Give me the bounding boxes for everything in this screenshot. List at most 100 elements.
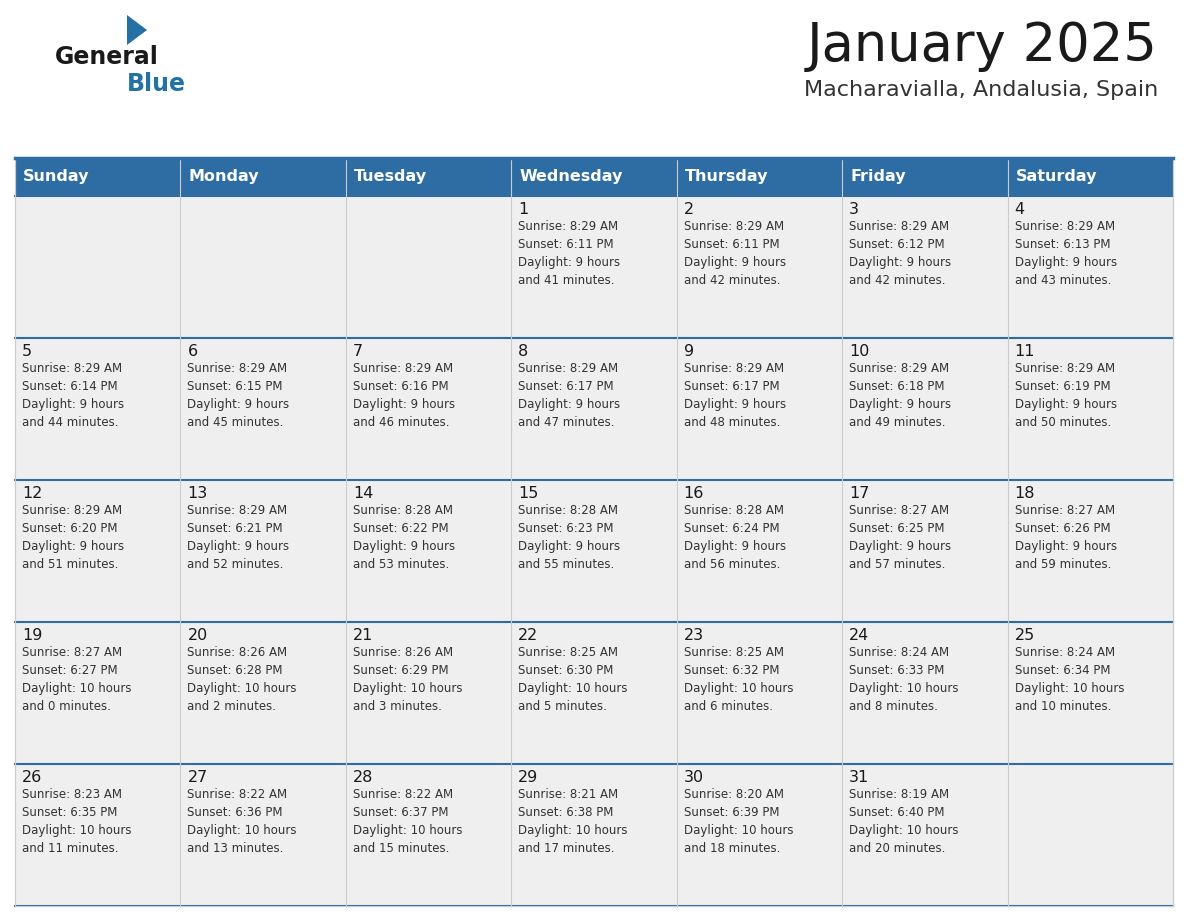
Bar [842, 338, 1007, 480]
Text: Sunrise: 8:25 AM
Sunset: 6:30 PM
Daylight: 10 hours
and 5 minutes.: Sunrise: 8:25 AM Sunset: 6:30 PM Dayligh… [518, 646, 627, 713]
Text: Sunrise: 8:28 AM
Sunset: 6:22 PM
Daylight: 9 hours
and 53 minutes.: Sunrise: 8:28 AM Sunset: 6:22 PM Dayligh… [353, 504, 455, 571]
Bar [1007, 338, 1173, 480]
Text: 4: 4 [1015, 202, 1025, 217]
Bar [677, 338, 842, 480]
Text: Sunrise: 8:28 AM
Sunset: 6:24 PM
Daylight: 9 hours
and 56 minutes.: Sunrise: 8:28 AM Sunset: 6:24 PM Dayligh… [684, 504, 785, 571]
Bar [1007, 480, 1173, 622]
Bar [677, 196, 842, 338]
Bar [181, 764, 346, 906]
Text: Sunrise: 8:21 AM
Sunset: 6:38 PM
Daylight: 10 hours
and 17 minutes.: Sunrise: 8:21 AM Sunset: 6:38 PM Dayligh… [518, 788, 627, 855]
Text: 24: 24 [849, 628, 870, 643]
Bar [677, 764, 842, 906]
Bar [842, 764, 1007, 906]
Text: Sunrise: 8:24 AM
Sunset: 6:34 PM
Daylight: 10 hours
and 10 minutes.: Sunrise: 8:24 AM Sunset: 6:34 PM Dayligh… [1015, 646, 1124, 713]
Text: Sunrise: 8:26 AM
Sunset: 6:29 PM
Daylight: 10 hours
and 3 minutes.: Sunrise: 8:26 AM Sunset: 6:29 PM Dayligh… [353, 646, 462, 713]
Text: 13: 13 [188, 486, 208, 501]
Bar [1007, 196, 1173, 338]
Bar [1007, 764, 1173, 906]
Bar [15, 196, 181, 338]
Text: 19: 19 [23, 628, 43, 643]
Text: Sunrise: 8:29 AM
Sunset: 6:16 PM
Daylight: 9 hours
and 46 minutes.: Sunrise: 8:29 AM Sunset: 6:16 PM Dayligh… [353, 362, 455, 429]
Polygon shape [127, 15, 147, 45]
Bar [15, 480, 181, 622]
Bar [181, 622, 346, 764]
Bar [1007, 622, 1173, 764]
Bar [511, 338, 677, 480]
Bar [842, 480, 1007, 622]
Text: Monday: Monday [189, 170, 259, 185]
Bar [346, 196, 511, 338]
Text: Sunrise: 8:19 AM
Sunset: 6:40 PM
Daylight: 10 hours
and 20 minutes.: Sunrise: 8:19 AM Sunset: 6:40 PM Dayligh… [849, 788, 959, 855]
Text: 14: 14 [353, 486, 373, 501]
Bar [511, 622, 677, 764]
Text: Macharavialla, Andalusia, Spain: Macharavialla, Andalusia, Spain [804, 80, 1158, 100]
Bar [677, 622, 842, 764]
Text: 2: 2 [684, 202, 694, 217]
Bar [677, 480, 842, 622]
Text: Sunrise: 8:24 AM
Sunset: 6:33 PM
Daylight: 10 hours
and 8 minutes.: Sunrise: 8:24 AM Sunset: 6:33 PM Dayligh… [849, 646, 959, 713]
Bar [511, 480, 677, 622]
Text: Sunrise: 8:29 AM
Sunset: 6:21 PM
Daylight: 9 hours
and 52 minutes.: Sunrise: 8:29 AM Sunset: 6:21 PM Dayligh… [188, 504, 290, 571]
Bar [181, 196, 346, 338]
Text: General: General [55, 45, 159, 69]
Text: January 2025: January 2025 [807, 20, 1158, 72]
Text: Sunrise: 8:22 AM
Sunset: 6:36 PM
Daylight: 10 hours
and 13 minutes.: Sunrise: 8:22 AM Sunset: 6:36 PM Dayligh… [188, 788, 297, 855]
Text: 26: 26 [23, 770, 43, 785]
Text: 12: 12 [23, 486, 43, 501]
Bar [15, 764, 181, 906]
Text: Sunrise: 8:22 AM
Sunset: 6:37 PM
Daylight: 10 hours
and 15 minutes.: Sunrise: 8:22 AM Sunset: 6:37 PM Dayligh… [353, 788, 462, 855]
Text: 7: 7 [353, 344, 364, 359]
Bar [346, 338, 511, 480]
Text: Sunrise: 8:27 AM
Sunset: 6:26 PM
Daylight: 9 hours
and 59 minutes.: Sunrise: 8:27 AM Sunset: 6:26 PM Dayligh… [1015, 504, 1117, 571]
Text: Sunrise: 8:29 AM
Sunset: 6:14 PM
Daylight: 9 hours
and 44 minutes.: Sunrise: 8:29 AM Sunset: 6:14 PM Dayligh… [23, 362, 124, 429]
Text: Sunrise: 8:20 AM
Sunset: 6:39 PM
Daylight: 10 hours
and 18 minutes.: Sunrise: 8:20 AM Sunset: 6:39 PM Dayligh… [684, 788, 794, 855]
Bar [842, 196, 1007, 338]
Bar [15, 622, 181, 764]
Text: 30: 30 [684, 770, 703, 785]
Text: Sunrise: 8:29 AM
Sunset: 6:17 PM
Daylight: 9 hours
and 47 minutes.: Sunrise: 8:29 AM Sunset: 6:17 PM Dayligh… [518, 362, 620, 429]
Bar [346, 622, 511, 764]
Text: Sunrise: 8:27 AM
Sunset: 6:25 PM
Daylight: 9 hours
and 57 minutes.: Sunrise: 8:27 AM Sunset: 6:25 PM Dayligh… [849, 504, 952, 571]
Text: Friday: Friday [851, 170, 905, 185]
Text: Tuesday: Tuesday [354, 170, 426, 185]
Bar [511, 764, 677, 906]
Bar [181, 338, 346, 480]
Text: 27: 27 [188, 770, 208, 785]
Text: Wednesday: Wednesday [519, 170, 623, 185]
Bar [346, 480, 511, 622]
Text: 10: 10 [849, 344, 870, 359]
Text: 5: 5 [23, 344, 32, 359]
Bar [15, 158, 1173, 196]
Text: Thursday: Thursday [684, 170, 769, 185]
Text: 23: 23 [684, 628, 703, 643]
Text: 6: 6 [188, 344, 197, 359]
Text: Sunrise: 8:29 AM
Sunset: 6:18 PM
Daylight: 9 hours
and 49 minutes.: Sunrise: 8:29 AM Sunset: 6:18 PM Dayligh… [849, 362, 952, 429]
Text: Sunrise: 8:28 AM
Sunset: 6:23 PM
Daylight: 9 hours
and 55 minutes.: Sunrise: 8:28 AM Sunset: 6:23 PM Dayligh… [518, 504, 620, 571]
Text: Sunday: Sunday [23, 170, 89, 185]
Text: Sunrise: 8:25 AM
Sunset: 6:32 PM
Daylight: 10 hours
and 6 minutes.: Sunrise: 8:25 AM Sunset: 6:32 PM Dayligh… [684, 646, 794, 713]
Text: Sunrise: 8:29 AM
Sunset: 6:11 PM
Daylight: 9 hours
and 42 minutes.: Sunrise: 8:29 AM Sunset: 6:11 PM Dayligh… [684, 220, 785, 287]
Text: Sunrise: 8:29 AM
Sunset: 6:13 PM
Daylight: 9 hours
and 43 minutes.: Sunrise: 8:29 AM Sunset: 6:13 PM Dayligh… [1015, 220, 1117, 287]
Text: 18: 18 [1015, 486, 1035, 501]
Text: 1: 1 [518, 202, 529, 217]
Text: 15: 15 [518, 486, 538, 501]
Text: Sunrise: 8:29 AM
Sunset: 6:19 PM
Daylight: 9 hours
and 50 minutes.: Sunrise: 8:29 AM Sunset: 6:19 PM Dayligh… [1015, 362, 1117, 429]
Bar [842, 622, 1007, 764]
Text: 21: 21 [353, 628, 373, 643]
Text: Sunrise: 8:26 AM
Sunset: 6:28 PM
Daylight: 10 hours
and 2 minutes.: Sunrise: 8:26 AM Sunset: 6:28 PM Dayligh… [188, 646, 297, 713]
Text: 29: 29 [518, 770, 538, 785]
Text: Sunrise: 8:27 AM
Sunset: 6:27 PM
Daylight: 10 hours
and 0 minutes.: Sunrise: 8:27 AM Sunset: 6:27 PM Dayligh… [23, 646, 132, 713]
Text: 31: 31 [849, 770, 870, 785]
Text: 28: 28 [353, 770, 373, 785]
Text: 16: 16 [684, 486, 704, 501]
Bar [511, 196, 677, 338]
Text: Saturday: Saturday [1016, 170, 1097, 185]
Text: Sunrise: 8:29 AM
Sunset: 6:11 PM
Daylight: 9 hours
and 41 minutes.: Sunrise: 8:29 AM Sunset: 6:11 PM Dayligh… [518, 220, 620, 287]
Bar [15, 338, 181, 480]
Text: 25: 25 [1015, 628, 1035, 643]
Text: 22: 22 [518, 628, 538, 643]
Text: Sunrise: 8:29 AM
Sunset: 6:15 PM
Daylight: 9 hours
and 45 minutes.: Sunrise: 8:29 AM Sunset: 6:15 PM Dayligh… [188, 362, 290, 429]
Text: 3: 3 [849, 202, 859, 217]
Text: Sunrise: 8:29 AM
Sunset: 6:20 PM
Daylight: 9 hours
and 51 minutes.: Sunrise: 8:29 AM Sunset: 6:20 PM Dayligh… [23, 504, 124, 571]
Text: Sunrise: 8:29 AM
Sunset: 6:17 PM
Daylight: 9 hours
and 48 minutes.: Sunrise: 8:29 AM Sunset: 6:17 PM Dayligh… [684, 362, 785, 429]
